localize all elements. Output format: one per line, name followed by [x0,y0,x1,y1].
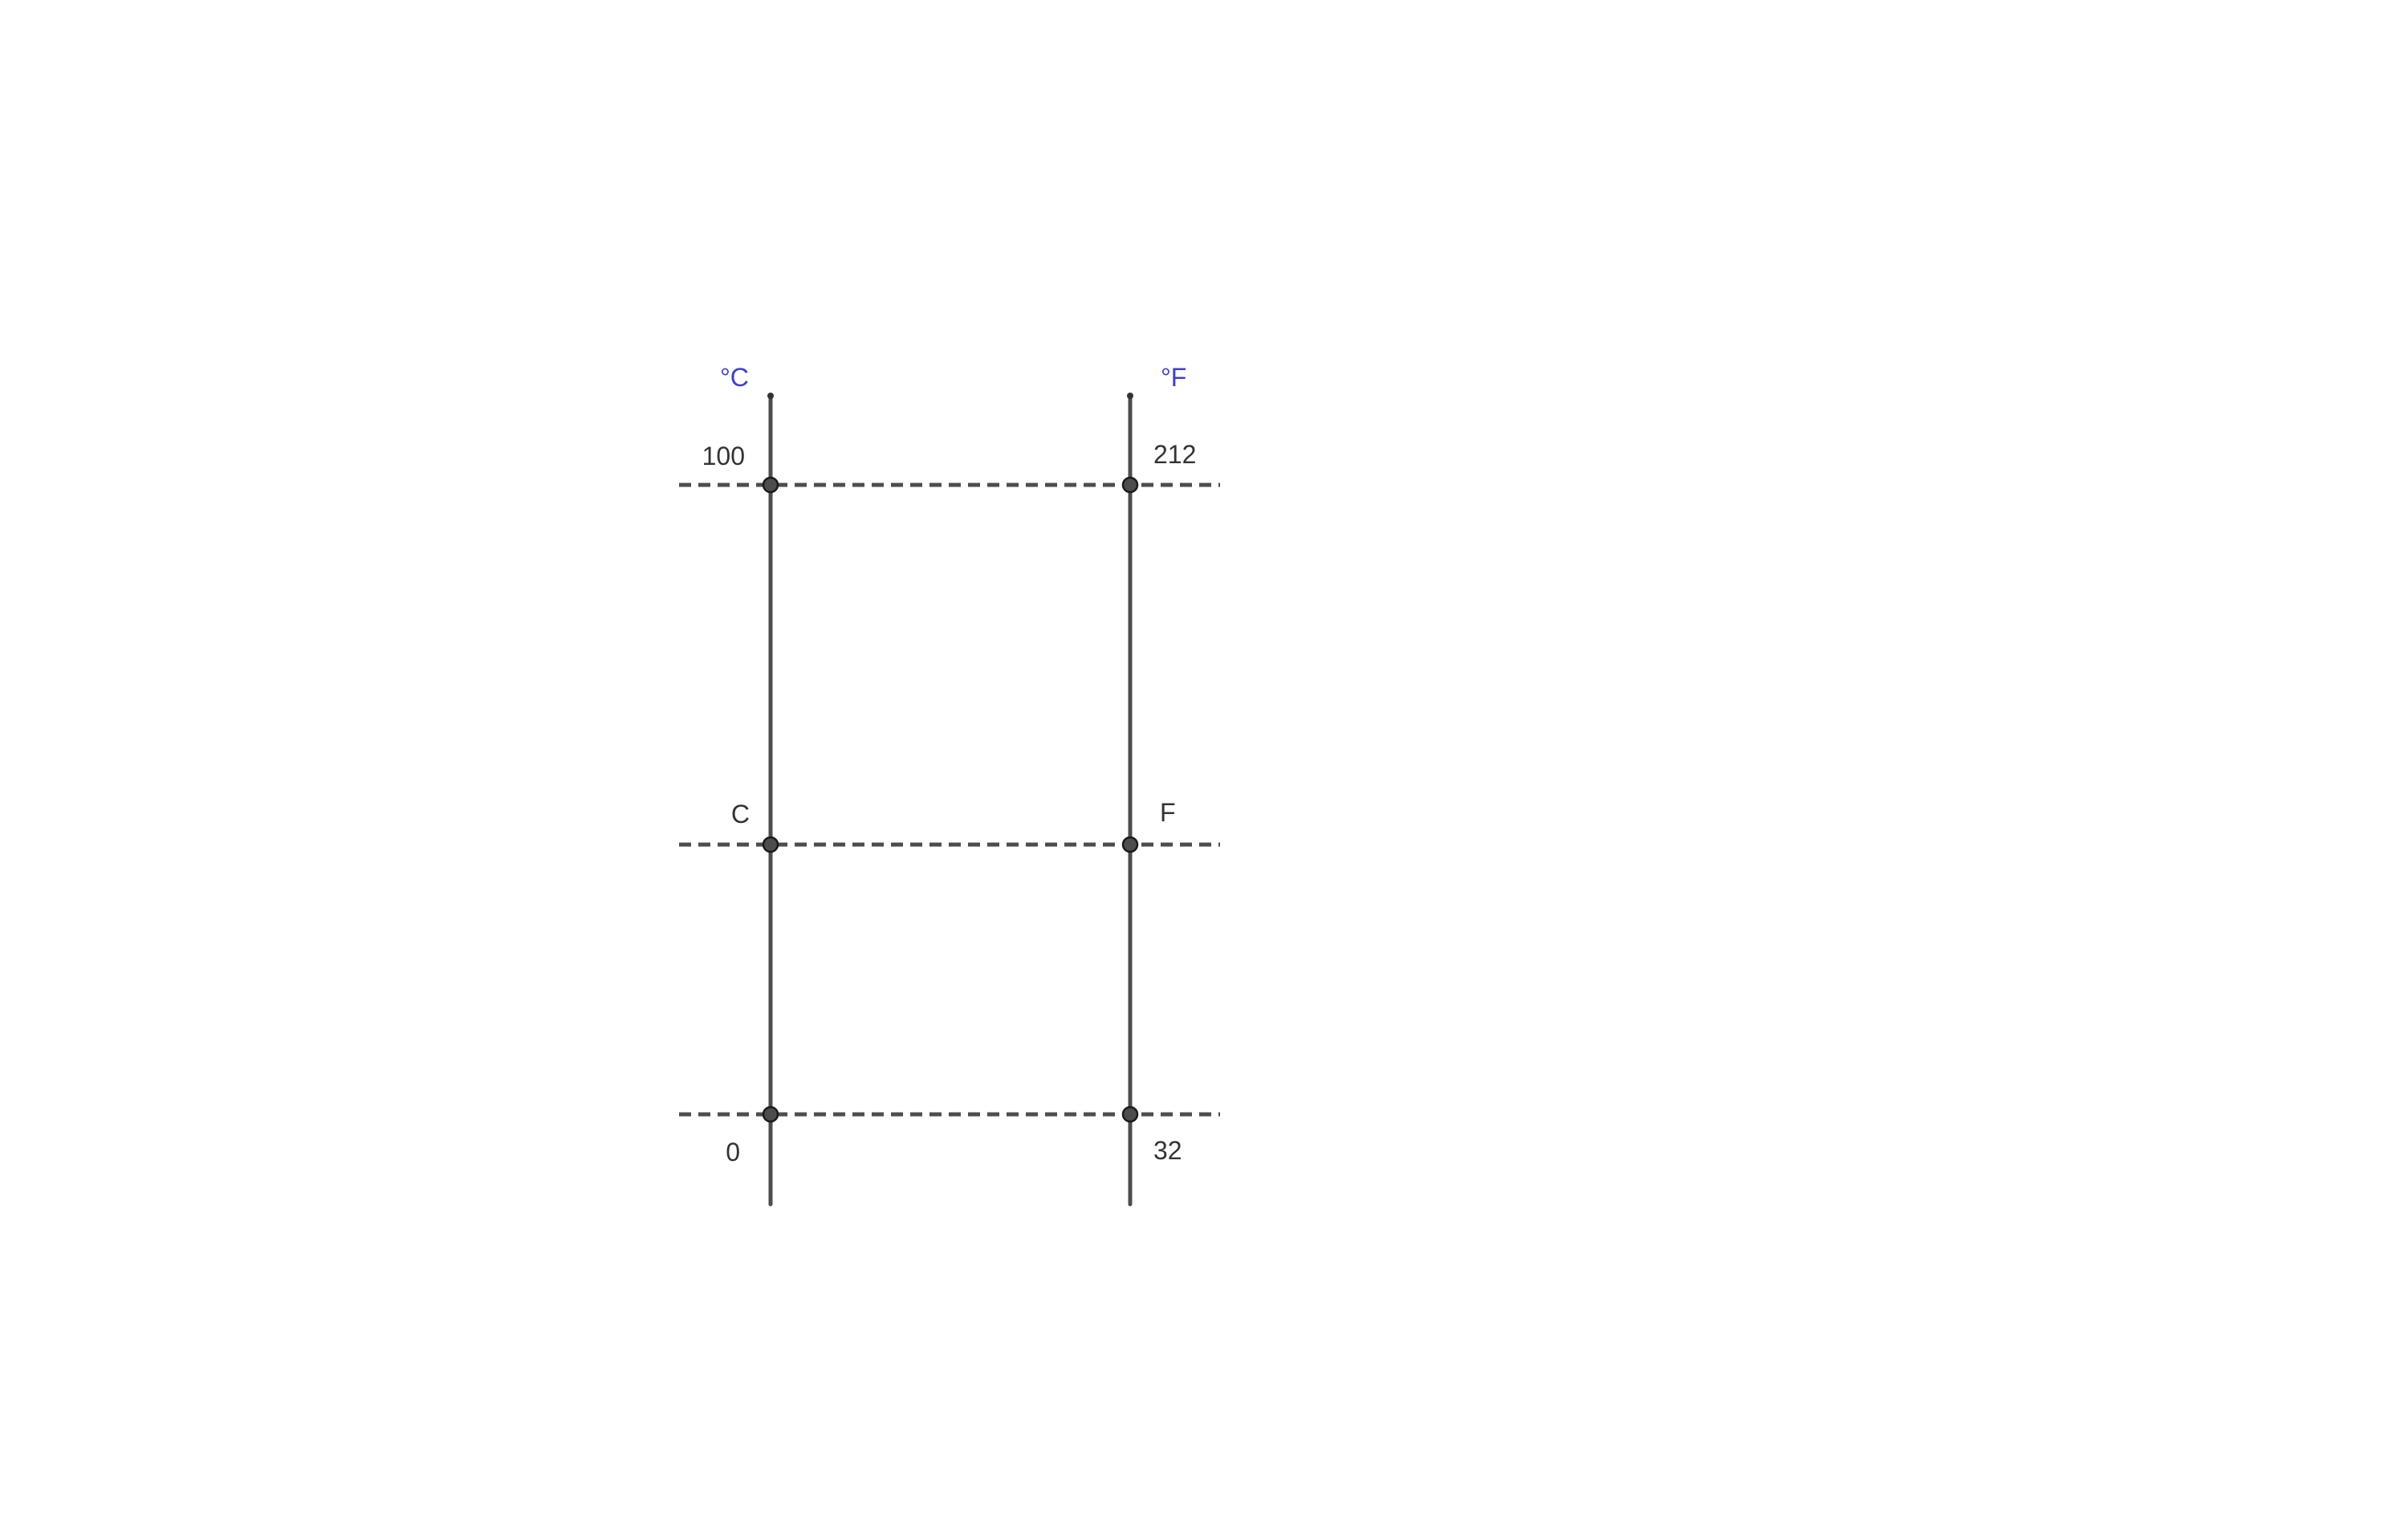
celsius-lower-point[interactable] [762,1105,779,1123]
fahrenheit-upper-point[interactable] [1121,476,1139,494]
fahrenheit-lower-value-label: 32 [1153,1136,1182,1165]
celsius-variable-point[interactable] [762,836,779,853]
fahrenheit-lower-point[interactable] [1121,1105,1139,1123]
celsius-upper-point[interactable] [762,476,779,494]
celsius-scale-top-end [767,393,774,399]
celsius-variable-label: C [731,800,750,829]
fahrenheit-scale-top-end [1127,393,1133,399]
celsius-lower-value-label: 0 [726,1138,740,1167]
celsius-upper-value-label: 100 [702,442,745,470]
fahrenheit-variable-label: F [1160,798,1176,827]
fahrenheit-upper-value-label: 212 [1153,440,1196,469]
celsius-unit-label: °C [720,363,749,392]
fahrenheit-unit-label: °F [1161,363,1186,392]
fahrenheit-variable-point[interactable] [1121,836,1139,853]
